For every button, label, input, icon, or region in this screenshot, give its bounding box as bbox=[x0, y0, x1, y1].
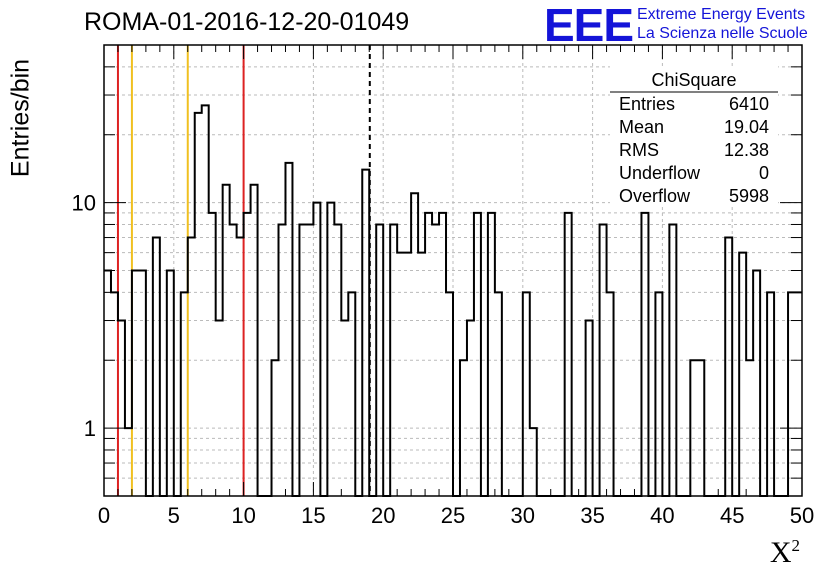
x-tick-label: 5 bbox=[168, 503, 180, 528]
histogram-bin bbox=[251, 185, 258, 496]
histogram-bin bbox=[488, 213, 495, 496]
logo-line-2: La Scienza nelle Scuole bbox=[637, 25, 808, 42]
logo-line-1: Extreme Energy Events bbox=[637, 6, 806, 23]
histogram-bin bbox=[209, 213, 216, 496]
x-tick-label: 20 bbox=[371, 503, 395, 528]
histogram-bin bbox=[237, 238, 244, 496]
histogram-bin bbox=[181, 292, 188, 496]
histogram-bin bbox=[139, 271, 146, 497]
histogram-bin bbox=[446, 292, 453, 496]
x-tick-label: 30 bbox=[511, 503, 535, 528]
histogram-bin bbox=[348, 292, 355, 496]
histogram-bin bbox=[767, 292, 774, 496]
histogram-bin bbox=[586, 321, 593, 496]
histogram-bin bbox=[397, 253, 404, 496]
x-tick-label: 40 bbox=[650, 503, 674, 528]
histogram-bin bbox=[607, 292, 614, 496]
stats-box bbox=[610, 66, 778, 206]
histogram-bin bbox=[474, 213, 481, 496]
histogram-bin bbox=[788, 292, 795, 496]
stats-value-underflow: 0 bbox=[759, 163, 769, 183]
histogram-bin bbox=[362, 170, 369, 496]
histogram-bin bbox=[118, 321, 125, 496]
y-tick-label: 10 bbox=[72, 191, 96, 216]
histogram-bin bbox=[495, 292, 502, 496]
histogram-bin bbox=[111, 292, 118, 496]
histogram-bin bbox=[439, 213, 446, 496]
histogram-bin bbox=[132, 271, 139, 497]
x-tick-label: 25 bbox=[441, 503, 465, 528]
histogram-bin bbox=[404, 253, 411, 496]
histogram-bin bbox=[425, 213, 432, 496]
histogram-bin bbox=[467, 321, 474, 496]
x-tick-label: 15 bbox=[301, 503, 325, 528]
histogram-bin bbox=[411, 193, 418, 496]
x-tick-label: 0 bbox=[98, 503, 110, 528]
histogram-bin bbox=[418, 253, 425, 496]
stats-label-rms: RMS bbox=[619, 140, 659, 160]
histogram-bin bbox=[739, 253, 746, 496]
stats-label-mean: Mean bbox=[619, 117, 664, 137]
histogram-bin bbox=[523, 292, 530, 496]
histogram-bin bbox=[216, 321, 223, 496]
histogram-bin bbox=[244, 213, 251, 496]
stats-label-entries: Entries bbox=[619, 94, 675, 114]
x-axis-label: X2 bbox=[769, 536, 800, 569]
stats-value-overflow: 5998 bbox=[729, 186, 769, 206]
stats-title: ChiSquare bbox=[651, 70, 736, 90]
histogram-bin bbox=[641, 213, 648, 496]
stats-label-overflow: Overflow bbox=[619, 186, 691, 206]
histogram-bin bbox=[153, 238, 160, 496]
histogram-bin bbox=[565, 213, 572, 496]
plot-title: ROMA-01-2016-12-20-01049 bbox=[84, 8, 410, 36]
x-tick-label: 10 bbox=[231, 503, 255, 528]
eee-logo: EEE bbox=[544, 0, 634, 51]
stats-value-entries: 6410 bbox=[729, 94, 769, 114]
y-tick-label: 1 bbox=[84, 416, 96, 441]
histogram-bin bbox=[202, 105, 209, 496]
histogram-bin bbox=[188, 238, 195, 496]
histogram-bin bbox=[313, 203, 320, 496]
histogram-bin bbox=[725, 238, 732, 496]
x-tick-label: 35 bbox=[580, 503, 604, 528]
histogram-bin bbox=[753, 271, 760, 497]
histogram-bin bbox=[167, 271, 174, 497]
x-tick-label: 45 bbox=[720, 503, 744, 528]
histogram-bin bbox=[655, 292, 662, 496]
histogram-bin bbox=[795, 292, 802, 496]
histogram-bin bbox=[327, 203, 334, 496]
histogram-outline bbox=[104, 104, 802, 497]
x-tick-label: 50 bbox=[790, 503, 814, 528]
histogram-bin bbox=[223, 185, 230, 496]
histogram-bin bbox=[104, 271, 111, 497]
histogram-bin bbox=[341, 321, 348, 496]
stats-label-underflow: Underflow bbox=[619, 163, 701, 183]
stats-value-rms: 12.38 bbox=[724, 140, 769, 160]
stats-value-mean: 19.04 bbox=[724, 117, 769, 137]
